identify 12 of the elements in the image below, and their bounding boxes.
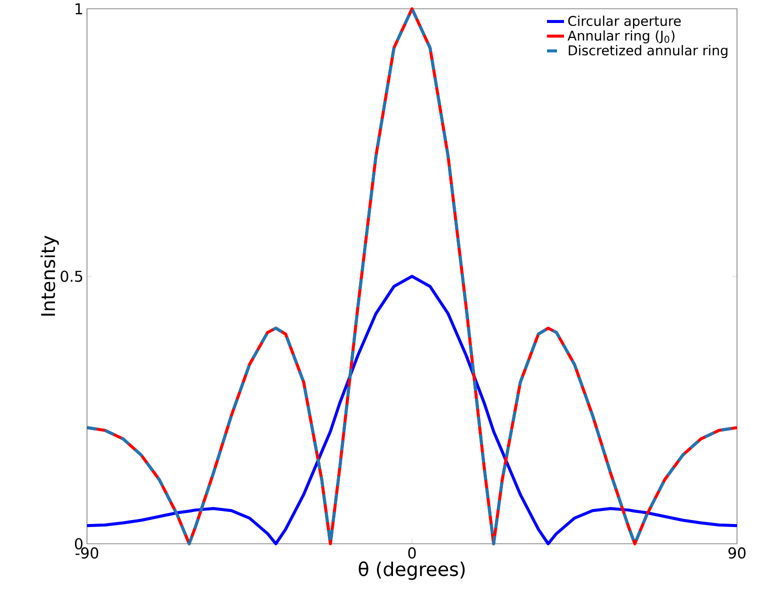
legend-label: Discretized annular ring [568, 45, 728, 58]
legend-label: Circular aperture [568, 16, 681, 29]
y-tick-label: 1 [76, 3, 82, 14]
y-tick-label: 0 [74, 538, 82, 550]
x-tick-label: 90 [728, 547, 746, 559]
legend-label: Annular ring (J$_{0}$) [568, 30, 674, 44]
y-tick-label: 0.5 [60, 270, 82, 282]
line-series [86, 7, 739, 546]
x-tick-label: -90 [76, 547, 98, 559]
x-tick-label: 0 [408, 547, 416, 559]
x-axis-title: θ (degrees) [358, 562, 465, 580]
y-axis-title: Intensity [40, 236, 59, 316]
